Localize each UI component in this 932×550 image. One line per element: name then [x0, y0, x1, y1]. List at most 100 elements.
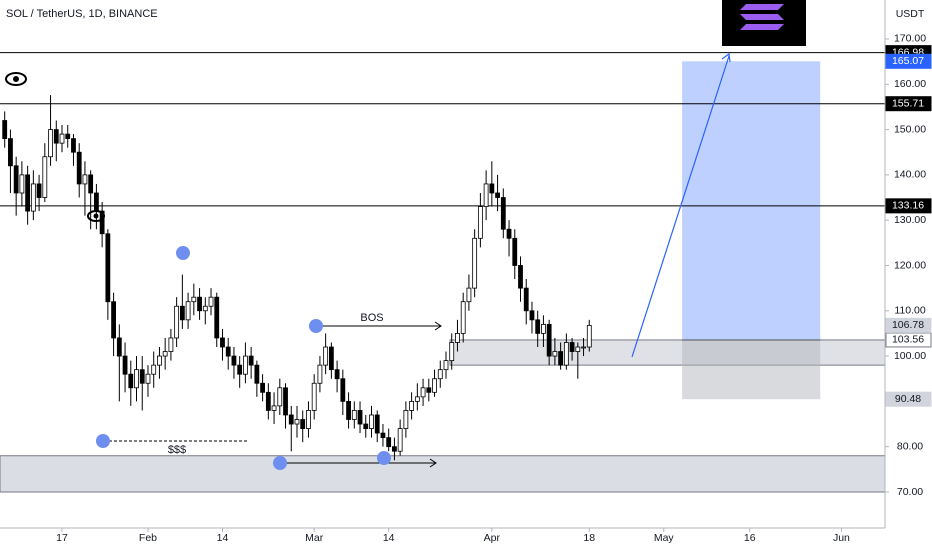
candle-body	[558, 351, 564, 366]
candle-body	[460, 301, 466, 334]
candle-body	[71, 138, 76, 153]
candle-body	[495, 192, 500, 198]
price-tag	[885, 96, 932, 112]
candle-body	[2, 120, 8, 140]
candle-body	[197, 296, 202, 312]
candle-body	[403, 410, 409, 429]
candles	[2, 95, 592, 461]
candle-body	[323, 346, 329, 366]
candle-body	[288, 414, 294, 425]
x-tick-label: Feb	[139, 532, 157, 544]
x-tick-label: Mar	[305, 532, 324, 544]
y-tick-label: 80.00	[897, 440, 923, 452]
candle-body	[466, 287, 472, 303]
candle-body	[42, 156, 48, 198]
x-tick-label: Jun	[833, 532, 850, 544]
candle-body	[260, 382, 266, 393]
bos-label: BOS	[360, 312, 383, 324]
y-tick-label: 130.00	[894, 214, 926, 226]
y-tick-label: 160.00	[894, 78, 926, 90]
swing-dot	[377, 451, 391, 465]
candle-body	[346, 400, 351, 420]
swing-dot	[273, 456, 287, 470]
candle-body	[483, 183, 489, 207]
x-tick-label: 18	[583, 532, 595, 544]
y-tick-label: 170.00	[894, 33, 926, 45]
candle-body	[105, 233, 111, 303]
candle-body	[311, 382, 317, 411]
candle-body	[374, 414, 380, 434]
candle-body	[369, 414, 374, 429]
candle-body	[231, 355, 237, 366]
arrow-head	[429, 458, 437, 468]
candle-body	[455, 333, 460, 343]
price-tag	[885, 391, 932, 407]
candle-body	[386, 437, 392, 448]
candle-body	[306, 410, 311, 429]
candle-body	[506, 228, 512, 239]
candle-body	[443, 360, 449, 371]
candle-body	[569, 342, 575, 352]
price-tag-label: 165.07	[892, 55, 924, 67]
candle-body	[179, 305, 185, 321]
candle-body	[65, 133, 71, 140]
candle-body	[248, 355, 254, 366]
candle-body	[53, 129, 59, 144]
candle-body	[357, 410, 363, 425]
candle-body	[220, 337, 225, 348]
candle-body	[581, 346, 586, 349]
candle-body	[243, 355, 248, 375]
candle-body	[535, 319, 541, 334]
candle-body	[414, 396, 420, 402]
projection-arrow	[631, 55, 730, 358]
candle-body	[328, 346, 334, 371]
x-tick-label: 16	[744, 532, 756, 544]
candle-body	[185, 301, 191, 321]
candle-body	[575, 346, 581, 352]
y-tick-label: 110.00	[894, 305, 925, 317]
candle-body	[202, 305, 208, 312]
candle-body	[145, 373, 151, 384]
price-tag	[885, 53, 932, 69]
candle-body	[432, 378, 437, 393]
y-tick-label: 100.00	[894, 350, 926, 362]
price-tag-label: 103.56	[892, 334, 924, 346]
candle-body	[351, 410, 357, 420]
x-tick-label: 14	[383, 532, 395, 544]
candle-body	[271, 405, 277, 411]
price-axis	[885, 0, 932, 550]
swing-dot	[309, 319, 323, 333]
candle-body	[30, 183, 36, 212]
liquidity-label: $$$	[168, 444, 186, 456]
candle-body	[449, 342, 455, 362]
candle-body	[208, 296, 214, 307]
candle-body	[111, 301, 116, 339]
candle-body	[277, 387, 283, 407]
x-tick-label: Apr	[484, 532, 501, 544]
logo	[722, 0, 806, 46]
candle-body	[237, 364, 243, 375]
eye-icon	[5, 72, 27, 86]
candle-body	[334, 369, 340, 380]
candle-body	[225, 346, 231, 357]
candle-body	[380, 432, 386, 439]
candle-body	[59, 133, 65, 144]
candle-body	[546, 323, 552, 357]
drawings: BOS $$$	[5, 0, 806, 470]
y-tick-label: 120.00	[894, 259, 926, 271]
y-axis-label: USDT	[896, 8, 925, 20]
price-tag	[885, 198, 932, 214]
candle-body	[254, 364, 260, 384]
x-tick-label: May	[654, 532, 675, 544]
candle-body	[265, 391, 271, 411]
candle-body	[317, 364, 323, 384]
candle-body	[529, 310, 535, 321]
axis-labels: 70.0080.0090.00100.00110.00120.00130.001…	[56, 33, 932, 544]
candle-body	[168, 337, 174, 352]
candle-body	[25, 174, 31, 212]
price-tag	[885, 317, 932, 333]
price-tag-label: 155.71	[892, 97, 924, 109]
candle-body	[518, 265, 523, 289]
stop-zone	[682, 339, 821, 400]
